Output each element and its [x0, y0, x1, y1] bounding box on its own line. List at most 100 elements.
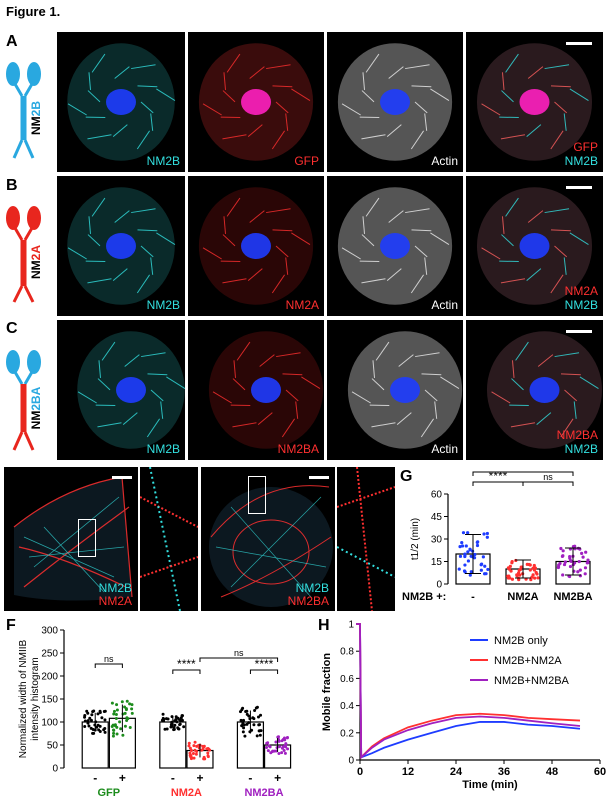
data-point: [242, 726, 246, 730]
data-point: [241, 706, 245, 710]
svg-text:NM2B: NM2B: [29, 101, 43, 135]
data-point: [112, 731, 116, 735]
data-point: [532, 563, 536, 568]
data-point: [586, 558, 590, 562]
data-point: [531, 573, 535, 577]
bar-label: +: [196, 771, 203, 785]
panel-label-c: C: [6, 320, 18, 337]
data-point: [281, 745, 285, 749]
data-point: [202, 745, 206, 749]
chart-h: 0 0.2 0.4 0.6 0.8 1 0 12 24 36 48 60 Time (min) Mobil…: [321, 620, 606, 792]
data-point: [165, 727, 169, 731]
data-point: [463, 553, 467, 557]
legend-label: NM2B only: [494, 635, 548, 647]
bar-label: +: [119, 771, 126, 785]
data-point: [258, 723, 262, 727]
data-point: [191, 752, 195, 756]
significance-label: *: [521, 466, 526, 473]
data-point: [192, 744, 196, 748]
x-tick-label: 24: [450, 766, 463, 778]
panel-c-tile-3: Actin: [327, 320, 463, 460]
group-label: GFP: [97, 787, 120, 799]
data-point: [103, 730, 107, 734]
data-point: [119, 727, 123, 731]
y-axis-label: Normalized width of NMIIBintensity histo…: [18, 639, 41, 758]
data-point: [161, 712, 165, 716]
data-point: [559, 546, 563, 551]
data-point: [508, 564, 512, 568]
tile-label-2: NM2B: [564, 442, 598, 456]
data-point: [241, 721, 245, 725]
data-point: [586, 560, 590, 565]
data-point: [584, 550, 588, 554]
data-point: [475, 543, 480, 548]
x-tick-label: 0: [357, 766, 363, 778]
data-point: [98, 710, 102, 714]
panel-e-label-2: NM2BA: [287, 594, 329, 608]
data-point: [126, 717, 130, 721]
data-point: [110, 701, 114, 705]
data-point: [517, 568, 521, 572]
significance-label: ****: [255, 657, 274, 671]
significance-bracket: [522, 481, 574, 486]
bar-label: -: [93, 771, 97, 785]
data-point: [580, 551, 584, 555]
category-label: -: [471, 591, 475, 603]
panel-a-tile-3: Actin: [327, 32, 463, 172]
panel-d-label-2: NM2A: [98, 594, 132, 608]
panel-c-tile-4: NM2BA NM2B: [466, 320, 603, 460]
panel-e-label-1: NM2B: [295, 581, 329, 595]
data-point: [114, 712, 118, 716]
data-point: [534, 570, 538, 575]
data-point: [206, 751, 210, 755]
data-point: [87, 724, 91, 728]
y-axis-label: Mobile fraction: [321, 653, 333, 732]
data-point: [193, 748, 197, 752]
data-point: [83, 713, 87, 717]
y-tick-label: 0.8: [340, 647, 354, 658]
data-point: [457, 567, 461, 571]
data-point: [253, 709, 257, 713]
y-tick-label: 100: [41, 718, 58, 729]
data-point: [525, 562, 529, 566]
data-point: [274, 740, 278, 744]
data-point: [529, 578, 533, 582]
data-point: [182, 725, 186, 729]
scale-bar-c: [566, 330, 592, 333]
data-point: [110, 724, 114, 728]
panel-c-tile-1: NM2B: [57, 320, 185, 460]
y-tick-label: 0: [436, 580, 442, 591]
data-point: [162, 717, 166, 721]
data-point: [265, 745, 269, 749]
data-point: [282, 749, 286, 753]
tile-label: Actin: [431, 154, 458, 168]
schematic-nm2a-icon: [6, 206, 41, 303]
data-point: [252, 717, 256, 721]
data-point: [280, 751, 284, 755]
data-point: [578, 568, 582, 572]
data-point: [188, 751, 192, 755]
data-point: [277, 752, 281, 756]
data-point: [113, 724, 117, 728]
data-point: [531, 566, 535, 570]
data-point: [482, 532, 486, 536]
data-point: [112, 709, 116, 713]
data-point: [466, 559, 471, 563]
bar-label: -: [171, 771, 175, 785]
data-point: [111, 734, 115, 738]
data-point: [266, 749, 270, 753]
data-point: [166, 717, 170, 721]
data-point: [242, 718, 246, 722]
data-point: [280, 739, 284, 743]
data-point: [128, 702, 132, 706]
bar-label: -: [248, 771, 252, 785]
y-tick-label: 200: [41, 672, 58, 683]
data-point: [469, 570, 473, 574]
data-point: [568, 574, 572, 579]
data-point: [286, 735, 290, 739]
data-point: [561, 573, 565, 577]
svg-text:NM2BA: NM2BA: [29, 386, 43, 429]
y-axis-label: t1/2 (min): [410, 518, 421, 560]
data-point: [557, 563, 561, 567]
